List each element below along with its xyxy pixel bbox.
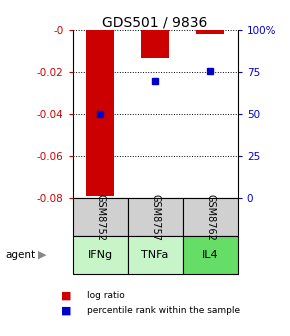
Text: IFNg: IFNg — [88, 250, 113, 260]
Text: percentile rank within the sample: percentile rank within the sample — [87, 306, 240, 315]
Text: log ratio: log ratio — [87, 291, 125, 300]
Bar — [86, 30, 114, 196]
Text: ■: ■ — [61, 306, 71, 316]
Text: IL4: IL4 — [202, 250, 219, 260]
Text: agent: agent — [6, 250, 36, 260]
Bar — [142, 30, 169, 57]
Bar — [196, 30, 224, 35]
Text: GSM8762: GSM8762 — [205, 194, 215, 241]
Text: ▶: ▶ — [38, 250, 46, 260]
Text: TNFa: TNFa — [142, 250, 169, 260]
Text: GDS501 / 9836: GDS501 / 9836 — [102, 15, 208, 29]
Text: GSM8752: GSM8752 — [95, 194, 105, 241]
Text: ■: ■ — [61, 291, 71, 301]
Text: GSM8757: GSM8757 — [150, 194, 160, 241]
